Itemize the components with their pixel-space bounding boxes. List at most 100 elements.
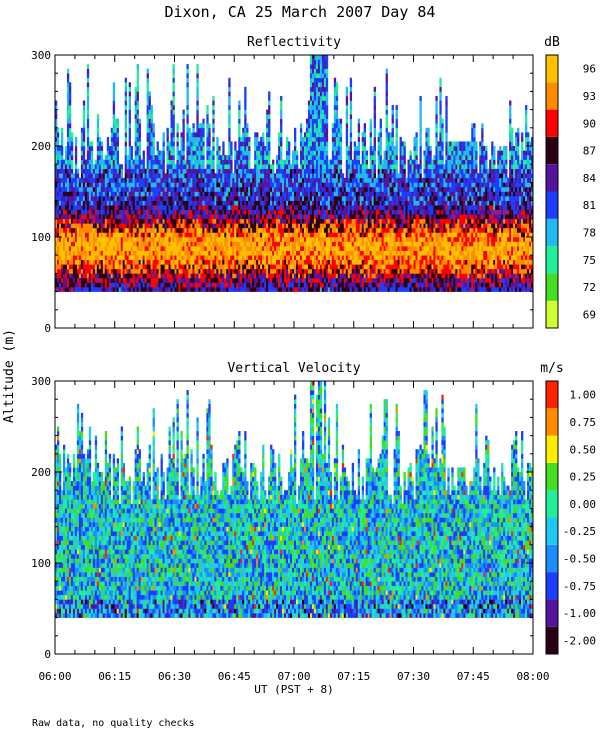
heatmap-column: [329, 472, 333, 618]
heatmap-column: [216, 136, 219, 292]
heatmap-column: [218, 494, 221, 618]
heatmap-column: [349, 77, 353, 292]
heatmap-column: [246, 123, 249, 292]
heatmap-column: [473, 467, 476, 618]
heatmap-column: [55, 100, 58, 292]
heatmap-column: [224, 462, 227, 618]
heatmap-column: [361, 476, 365, 618]
y-tick-label: 0: [44, 322, 51, 335]
heatmap-column: [146, 462, 149, 618]
heatmap-column: [497, 150, 500, 292]
heatmap-column: [351, 159, 355, 292]
heatmap-column: [140, 159, 143, 292]
heatmap-column: [290, 449, 293, 618]
colorbar-label: 78: [583, 226, 596, 239]
heatmap-column: [487, 168, 490, 292]
x-tick-label: 07:45: [457, 670, 490, 683]
velocity-colorbar-unit: m/s: [540, 361, 563, 376]
heatmap-column: [527, 132, 530, 292]
heatmap-column: [305, 118, 309, 292]
heatmap-column: [499, 494, 502, 618]
y-tick-label: 100: [31, 557, 51, 570]
heatmap-column: [270, 164, 273, 292]
heatmap-column: [266, 499, 269, 618]
heatmap-column: [525, 499, 528, 618]
heatmap-column: [305, 458, 309, 618]
heatmap-column: [136, 426, 139, 618]
heatmap-column: [210, 444, 213, 618]
colorbar-segment: [546, 408, 558, 436]
heatmap-column: [419, 444, 422, 618]
heatmap-column: [463, 467, 466, 618]
colorbar-segment: [546, 517, 558, 545]
heatmap-column: [292, 467, 295, 618]
footnote: Raw data, no quality checks: [32, 718, 195, 729]
heatmap-column: [471, 481, 474, 618]
heatmap-column: [521, 431, 524, 618]
heatmap-column: [345, 86, 349, 292]
heatmap-column: [88, 426, 92, 618]
heatmap-column: [307, 100, 311, 292]
heatmap-column: [387, 132, 390, 292]
heatmap-column: [531, 467, 534, 618]
colorbar-segment: [546, 599, 558, 627]
heatmap-column: [248, 499, 251, 618]
heatmap-column: [98, 472, 102, 618]
heatmap-column: [501, 462, 504, 618]
heatmap-column: [333, 458, 337, 618]
heatmap-column: [182, 109, 185, 292]
heatmap-column: [256, 481, 259, 618]
heatmap-column: [62, 159, 66, 292]
heatmap-column: [92, 472, 96, 618]
heatmap-column: [375, 177, 378, 292]
heatmap-column: [299, 123, 303, 292]
figure-title: Dixon, CA 25 March 2007 Day 84: [165, 3, 436, 21]
heatmap-column: [132, 481, 135, 618]
heatmap-column: [447, 141, 450, 292]
heatmap-column: [74, 467, 78, 618]
heatmap-column: [367, 168, 370, 292]
heatmap-column: [371, 146, 374, 292]
heatmap-column: [72, 453, 76, 618]
heatmap-column: [479, 141, 482, 292]
heatmap-column: [331, 123, 335, 292]
heatmap-column: [517, 467, 520, 618]
heatmap-column: [120, 426, 124, 618]
heatmap-column: [491, 490, 494, 618]
heatmap-column: [192, 123, 195, 292]
heatmap-column: [144, 485, 147, 618]
heatmap-column: [240, 136, 243, 292]
heatmap-column: [250, 168, 253, 292]
heatmap-column: [132, 159, 135, 292]
heatmap-column: [178, 499, 181, 618]
heatmap-column: [110, 499, 114, 618]
heatmap-column: [515, 132, 518, 292]
x-tick-label: 07:15: [337, 670, 370, 683]
heatmap-column: [503, 476, 506, 618]
heatmap-column: [393, 449, 396, 618]
heatmap-column: [423, 150, 426, 292]
heatmap-column: [309, 55, 313, 292]
heatmap-column: [66, 68, 70, 292]
heatmap-column: [55, 444, 58, 618]
colorbar-label: 72: [583, 281, 596, 294]
heatmap-column: [142, 150, 145, 292]
heatmap-column: [214, 472, 217, 618]
heatmap-column: [162, 472, 165, 618]
colorbar-segment: [546, 191, 558, 219]
heatmap-column: [371, 467, 374, 618]
heatmap-column: [254, 132, 257, 292]
heatmap-column: [437, 141, 440, 292]
heatmap-column: [453, 485, 456, 618]
heatmap-column: [100, 472, 104, 618]
heatmap-column: [379, 118, 382, 292]
heatmap-column: [158, 150, 161, 292]
heatmap-column: [196, 417, 199, 618]
heatmap-column: [499, 146, 502, 292]
heatmap-column: [369, 403, 372, 618]
heatmap-column: [164, 499, 167, 618]
heatmap-column: [467, 494, 470, 618]
heatmap-column: [108, 146, 112, 292]
heatmap-column: [174, 164, 177, 292]
heatmap-column: [180, 132, 183, 292]
